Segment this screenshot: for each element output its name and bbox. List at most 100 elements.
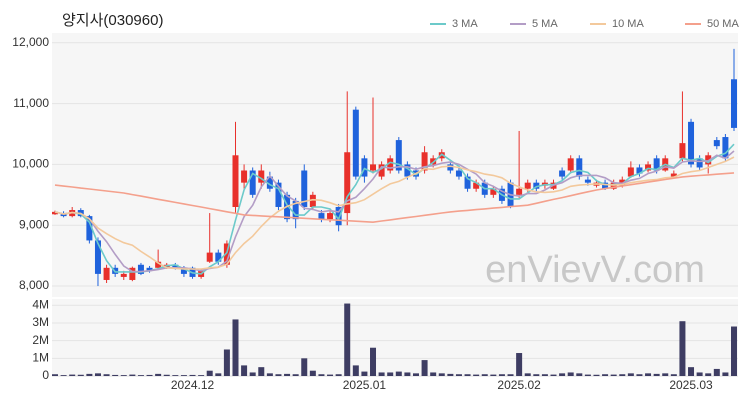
volume-bar [69,374,76,376]
legend-label: 3 MA [452,18,478,30]
volume-bar [421,360,428,376]
volume-bar [370,347,377,376]
candle-body [516,188,523,195]
volume-bar [189,374,196,376]
volume-bar [352,365,359,376]
candle-body [567,158,574,171]
volume-bar [464,374,471,376]
candle-body [713,140,720,147]
y-tick-label: 12,000 [12,35,49,49]
volume-bar [438,373,445,376]
candle-body [94,240,101,274]
volume-bar [722,372,729,376]
legend-label: 10 MA [612,18,644,30]
legend-label: 5 MA [532,18,558,30]
candle-body [129,267,136,280]
candle-body [309,194,316,207]
candle-body [327,213,334,220]
volume-bar [309,370,316,376]
volume-tick-label: 1M [32,350,49,364]
volume-bar [507,374,514,376]
candle-body [404,164,411,177]
volume-bar [567,372,574,376]
volume-bar [155,373,162,376]
chart-title: 양지사(030960) [62,12,163,29]
volume-bar [206,370,213,376]
volume-bar [576,373,583,376]
candle-body [636,167,643,174]
volume-bar [94,373,101,376]
candle-body [180,267,187,274]
volume-bar [258,367,265,376]
candle-body [395,140,402,171]
volume-bar [662,373,669,376]
candle-body [301,170,308,207]
candle-body [696,158,703,168]
x-tick-label: 2025.03 [669,378,713,392]
candle-body [361,158,368,177]
candle-body [155,261,162,268]
candle-body [378,164,385,177]
volume-bar [378,372,385,376]
candle-body [447,164,454,171]
price-panel [52,33,738,297]
candle-body [576,158,583,177]
volume-bar [412,373,419,376]
candle-body [120,273,127,277]
volume-bar [430,372,437,376]
volume-tick-label: 0 [42,368,49,382]
candle-body [455,170,462,177]
volume-bar [455,374,462,376]
y-tick-label: 10,000 [12,157,49,171]
volume-bar [198,375,205,376]
candle-body [146,267,153,271]
candle-body [52,211,58,215]
volume-bar [146,374,153,376]
candle-body [722,137,729,159]
candle-body [172,264,179,268]
candle-body [627,167,634,177]
legend-label: 50 MA [707,18,739,30]
volume-bar [129,374,136,376]
candle-body [421,152,428,171]
volume-tick-label: 3M [32,315,49,329]
volume-bar [292,374,299,376]
watermark: enVievV.com [485,249,705,291]
volume-bar [223,349,230,376]
ma-line [54,156,735,270]
volume-bar [627,373,634,376]
candle-body [335,206,342,226]
candle-body [584,179,591,183]
volume-bar [645,373,652,376]
volume-bar [619,374,626,376]
candle-body [490,188,497,195]
candle-body [533,182,540,189]
volume-bar [705,373,712,376]
volume-bar [361,371,368,376]
volume-bar [679,321,686,376]
volume-bar [241,365,248,376]
volume-bar [60,375,67,376]
volume-bar [473,374,480,376]
volume-bar [636,374,643,376]
volume-panel [52,299,738,377]
volume-tick-label: 2M [32,333,49,347]
candle-body [645,164,652,171]
candle-body [559,170,566,177]
volume-bar [696,372,703,376]
volume-bar [387,372,394,376]
volume-bar [344,303,351,376]
volume-tick-label: 4M [32,297,49,311]
volume-bar [541,374,548,376]
volume-bar [275,374,282,376]
candle-body [137,264,144,274]
y-tick-label: 11,000 [13,96,49,110]
volume-bar [559,373,566,376]
volume-bar [112,374,119,376]
x-tick-label: 2024.12 [171,378,215,392]
ma-line [54,172,735,224]
candle-body [318,213,325,220]
volume-bar [215,373,222,376]
volume-bar [249,372,256,376]
volume-bar [584,374,591,376]
